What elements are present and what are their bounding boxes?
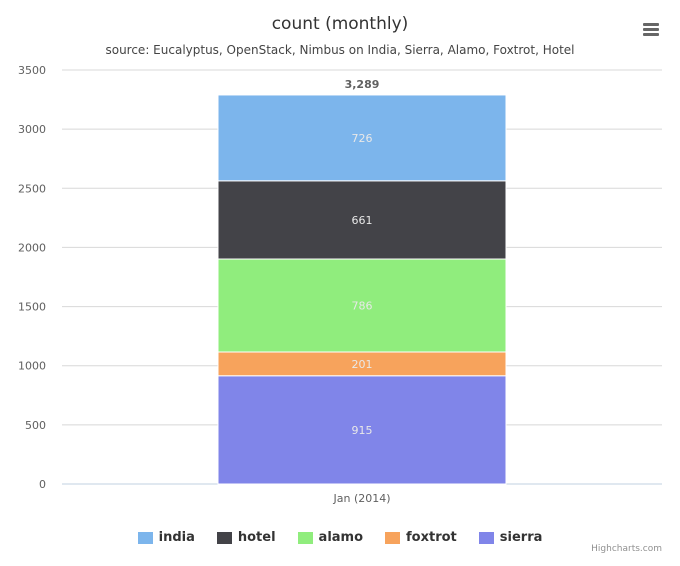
bar-segment-hotel[interactable] <box>217 180 507 260</box>
legend-label: sierra <box>499 530 543 545</box>
legend-label: hotel <box>237 530 276 545</box>
legend-item-hotel[interactable]: hotel <box>216 530 276 545</box>
legend-swatch <box>216 531 232 544</box>
y-tick-label: 500 <box>25 419 46 432</box>
legend-item-india[interactable]: india <box>137 530 195 545</box>
chart-title: count (monthly) <box>271 14 409 34</box>
legend-swatch <box>297 531 313 544</box>
data-label-alamo: 786 <box>352 300 373 313</box>
data-label-sierra: 915 <box>352 424 373 437</box>
y-tick-label: 1000 <box>18 360 46 373</box>
y-tick-label: 1500 <box>18 301 46 314</box>
y-tick-label: 0 <box>39 478 46 491</box>
hamburger-menu-icon[interactable] <box>640 20 662 40</box>
chart-subtitle: source: Eucalyptus, OpenStack, Nimbus on… <box>105 43 575 57</box>
y-tick-label: 3000 <box>18 123 46 136</box>
y-tick-label: 2000 <box>18 241 46 254</box>
y-tick-label: 2500 <box>18 182 46 195</box>
chart-plot-area: 0 500 1000 1500 2000 2500 3000 3500 915 201 786 66… <box>18 64 662 505</box>
legend-swatch <box>385 531 401 544</box>
legend-label: india <box>158 530 195 545</box>
data-label-hotel: 661 <box>352 214 373 227</box>
x-tick-label: Jan (2014) <box>332 492 390 505</box>
legend-label: foxtrot <box>406 530 457 545</box>
legend-swatch <box>137 531 153 544</box>
y-tick-label: 3500 <box>18 64 46 77</box>
legend-swatch <box>478 531 494 544</box>
data-label-foxtrot: 201 <box>352 358 373 371</box>
stack-total-label: 3,289 <box>345 78 380 91</box>
bar-segment-alamo[interactable] <box>217 258 507 353</box>
legend-label: alamo <box>318 530 364 545</box>
data-label-india: 726 <box>352 132 373 145</box>
chart-legend: india hotel alamo foxtrot sierra <box>0 530 680 545</box>
legend-item-sierra[interactable]: sierra <box>478 530 543 545</box>
legend-item-alamo[interactable]: alamo <box>297 530 364 545</box>
highcharts-credits-link[interactable]: Highcharts.com <box>591 544 662 554</box>
bar-segment-sierra[interactable] <box>217 375 507 485</box>
legend-item-foxtrot[interactable]: foxtrot <box>385 530 457 545</box>
bar-segment-india[interactable] <box>217 94 507 182</box>
